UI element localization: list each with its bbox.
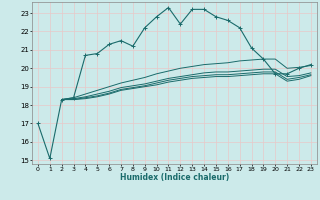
X-axis label: Humidex (Indice chaleur): Humidex (Indice chaleur) (120, 173, 229, 182)
